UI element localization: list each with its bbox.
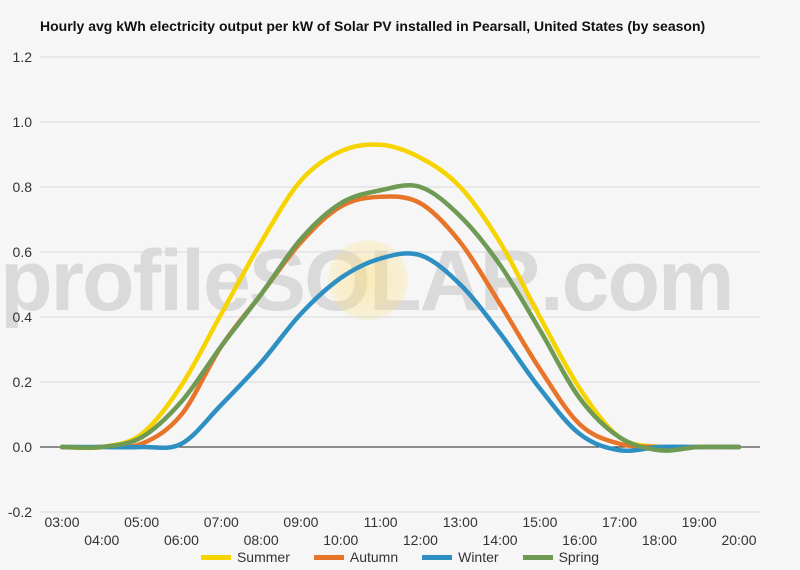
x-tick-label: 14:00: [483, 532, 518, 548]
y-tick-label: 0.2: [13, 374, 33, 390]
x-tick-label: 18:00: [642, 532, 677, 548]
x-tick-label: 12:00: [403, 532, 438, 548]
x-tick-label: 03:00: [44, 514, 79, 530]
legend-label: Summer: [236, 549, 290, 565]
y-tick-label: 0.8: [13, 179, 33, 195]
legend-item-autumn: Autumn: [313, 549, 399, 565]
legend-item-spring: Spring: [522, 549, 600, 565]
x-tick-label: 04:00: [84, 532, 119, 548]
x-tick-label: 15:00: [522, 514, 557, 530]
y-tick-label: 0.0: [13, 439, 33, 455]
x-tick-label: 17:00: [602, 514, 637, 530]
y-tick-label: 0.4: [13, 309, 33, 325]
legend-swatch: [313, 554, 344, 560]
y-tick-label: -0.2: [8, 504, 32, 520]
x-tick-label: 06:00: [164, 532, 199, 548]
legend-swatch: [200, 554, 231, 560]
x-tick-label: 09:00: [283, 514, 318, 530]
series-line-winter: [59, 251, 742, 454]
x-tick-label: 05:00: [124, 514, 159, 530]
x-tick-label: 13:00: [443, 514, 478, 530]
y-tick-label: 1.0: [13, 114, 33, 130]
legend-swatch: [422, 554, 453, 560]
chart-title: Hourly avg kWh electricity output per kW…: [40, 18, 706, 34]
series-line-summer: [59, 142, 742, 451]
legend-label: Spring: [558, 549, 600, 565]
x-tick-label: 20:00: [721, 532, 756, 548]
legend-item-winter: Winter: [422, 549, 499, 565]
x-tick-label: 08:00: [244, 532, 279, 548]
x-tick-label: 07:00: [204, 514, 239, 530]
legend-item-summer: Summer: [200, 549, 290, 565]
x-tick-label: 16:00: [562, 532, 597, 548]
x-tick-label: 10:00: [323, 532, 358, 548]
legend-label: Autumn: [349, 549, 399, 565]
x-tick-label: 19:00: [682, 514, 717, 530]
series-line-autumn: [59, 194, 742, 450]
series-line-spring: [59, 183, 742, 453]
legend-label: Winter: [458, 549, 499, 565]
y-tick-label: 0.6: [13, 244, 33, 260]
y-tick-label: 1.2: [13, 49, 33, 65]
legend-swatch: [522, 554, 553, 560]
x-tick-label: 11:00: [364, 514, 398, 530]
legend: Summer Autumn Winter Spring: [0, 549, 800, 565]
